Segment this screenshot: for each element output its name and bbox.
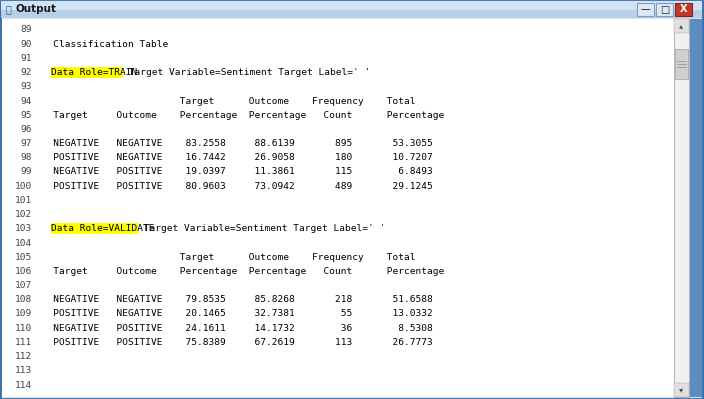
Text: NEGATIVE   POSITIVE    24.1611     14.1732        36        8.5308: NEGATIVE POSITIVE 24.1611 14.1732 36 8.5… [36, 324, 433, 333]
Text: 107: 107 [15, 281, 32, 290]
Text: 104: 104 [15, 239, 32, 247]
Text: Output: Output [16, 4, 57, 14]
Text: ▾: ▾ [679, 385, 684, 395]
Text: NEGATIVE   NEGATIVE    79.8535     85.8268       218       51.6588: NEGATIVE NEGATIVE 79.8535 85.8268 218 51… [36, 295, 433, 304]
Text: 103: 103 [15, 224, 32, 233]
Text: 111: 111 [15, 338, 32, 347]
Text: 102: 102 [15, 210, 32, 219]
Text: 109: 109 [15, 310, 32, 318]
Text: —: — [641, 4, 650, 14]
Text: 98: 98 [20, 153, 32, 162]
Text: 89: 89 [20, 26, 32, 34]
Text: 99: 99 [20, 168, 32, 176]
Text: 108: 108 [15, 295, 32, 304]
FancyBboxPatch shape [675, 3, 692, 16]
FancyBboxPatch shape [2, 19, 674, 397]
Text: POSITIVE   NEGATIVE    16.7442     26.9058       180       10.7207: POSITIVE NEGATIVE 16.7442 26.9058 180 10… [36, 153, 433, 162]
Text: 105: 105 [15, 253, 32, 262]
Text: 110: 110 [15, 324, 32, 333]
Text: Target     Outcome    Percentage  Percentage   Count      Percentage: Target Outcome Percentage Percentage Cou… [36, 111, 444, 120]
Text: 106: 106 [15, 267, 32, 276]
Text: 114: 114 [15, 381, 32, 389]
Text: 93: 93 [20, 82, 32, 91]
Text: 100: 100 [15, 182, 32, 191]
Text: Data Role=VALIDATE: Data Role=VALIDATE [51, 224, 154, 233]
Text: Classification Table: Classification Table [36, 40, 168, 49]
Text: 91: 91 [20, 54, 32, 63]
FancyBboxPatch shape [637, 3, 654, 16]
Text: 90: 90 [20, 40, 32, 49]
FancyBboxPatch shape [656, 3, 673, 16]
FancyBboxPatch shape [674, 19, 689, 33]
Text: X: X [680, 4, 687, 14]
Text: 95: 95 [20, 111, 32, 120]
Text: 112: 112 [15, 352, 32, 361]
FancyBboxPatch shape [674, 19, 689, 397]
Text: 92: 92 [20, 68, 32, 77]
Text: Data Role=TRAIN: Data Role=TRAIN [51, 68, 137, 77]
Text: 94: 94 [20, 97, 32, 105]
Text: NEGATIVE   NEGATIVE    83.2558     88.6139       895       53.3055: NEGATIVE NEGATIVE 83.2558 88.6139 895 53… [36, 139, 433, 148]
Text: POSITIVE   POSITIVE    75.8389     67.2619       113       26.7773: POSITIVE POSITIVE 75.8389 67.2619 113 26… [36, 338, 433, 347]
Text: 113: 113 [15, 366, 32, 375]
Text: □: □ [660, 4, 669, 14]
Text: Target Variable=Sentiment Target Label=' ': Target Variable=Sentiment Target Label='… [123, 68, 370, 77]
Text: Target      Outcome    Frequency    Total: Target Outcome Frequency Total [36, 253, 415, 262]
Text: Target      Outcome    Frequency    Total: Target Outcome Frequency Total [36, 97, 415, 105]
Text: 96: 96 [20, 125, 32, 134]
FancyBboxPatch shape [51, 67, 123, 78]
Text: POSITIVE   POSITIVE    80.9603     73.0942       489       29.1245: POSITIVE POSITIVE 80.9603 73.0942 489 29… [36, 182, 433, 191]
FancyBboxPatch shape [690, 19, 702, 397]
Text: POSITIVE   NEGATIVE    20.1465     32.7381        55       13.0332: POSITIVE NEGATIVE 20.1465 32.7381 55 13.… [36, 310, 433, 318]
Text: NEGATIVE   POSITIVE    19.0397     11.3861       115        6.8493: NEGATIVE POSITIVE 19.0397 11.3861 115 6.… [36, 168, 433, 176]
FancyBboxPatch shape [51, 223, 138, 234]
Text: 97: 97 [20, 139, 32, 148]
Text: ⎙: ⎙ [6, 4, 12, 14]
FancyBboxPatch shape [674, 383, 689, 397]
FancyBboxPatch shape [675, 49, 688, 79]
FancyBboxPatch shape [1, 1, 702, 18]
Text: Target Variable=Sentiment Target Label=' ': Target Variable=Sentiment Target Label='… [138, 224, 385, 233]
Text: 101: 101 [15, 196, 32, 205]
FancyBboxPatch shape [1, 1, 702, 10]
Text: Target     Outcome    Percentage  Percentage   Count      Percentage: Target Outcome Percentage Percentage Cou… [36, 267, 444, 276]
Text: ▴: ▴ [679, 22, 684, 30]
